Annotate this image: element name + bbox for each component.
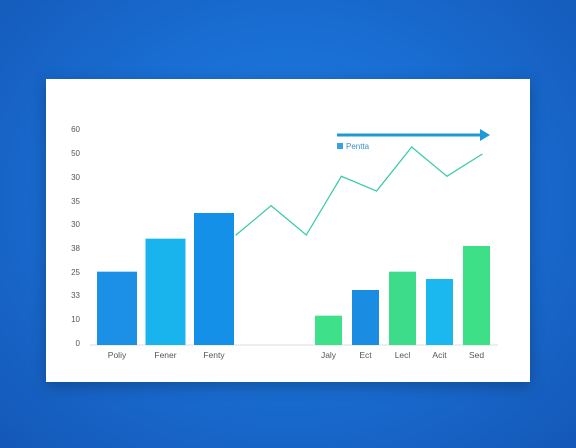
y-tick-label: 10 bbox=[71, 315, 80, 324]
y-tick-label: 30 bbox=[71, 220, 80, 229]
x-tick-label: Lecl bbox=[395, 350, 411, 360]
line-point bbox=[270, 205, 272, 207]
legend-arrow-head bbox=[480, 129, 490, 141]
x-tick-label: Fener bbox=[154, 350, 176, 360]
bars-layer bbox=[97, 213, 490, 345]
x-tick-label: Fenty bbox=[203, 350, 225, 360]
chart-card: 60 50 30 35 30 38 25 33 10 0 Pentta Poli… bbox=[46, 79, 530, 382]
bar-fener bbox=[145, 238, 186, 345]
legend-label: Pentta bbox=[346, 142, 370, 151]
line-point bbox=[481, 153, 483, 155]
x-tick-label: Poliy bbox=[108, 350, 127, 360]
bar-sed bbox=[463, 246, 490, 345]
line-point bbox=[446, 175, 448, 177]
y-tick-label: 38 bbox=[71, 244, 80, 253]
y-tick-label: 30 bbox=[71, 173, 80, 182]
category-labels: Poliy Fener Fenty Jaly Ect Lecl Acit Sed bbox=[108, 350, 485, 360]
bar-ect bbox=[352, 290, 379, 345]
line-point bbox=[375, 190, 378, 192]
bar-lecl bbox=[389, 271, 416, 345]
line-layer bbox=[235, 146, 483, 236]
x-tick-label: Ect bbox=[359, 350, 372, 360]
y-tick-label: 35 bbox=[71, 197, 80, 206]
y-tick-label: 25 bbox=[71, 268, 80, 277]
bar-acit bbox=[426, 279, 453, 345]
chart-svg: 60 50 30 35 30 38 25 33 10 0 Pentta Poli… bbox=[71, 125, 498, 360]
y-tick-label: 50 bbox=[71, 149, 80, 158]
legend: Pentta bbox=[337, 129, 490, 151]
x-tick-label: Sed bbox=[469, 350, 484, 360]
legend-swatch bbox=[337, 143, 343, 149]
x-tick-label: Jaly bbox=[321, 350, 337, 360]
bar-fenty bbox=[194, 213, 234, 345]
y-tick-label: 60 bbox=[71, 125, 80, 134]
line-point bbox=[305, 234, 307, 236]
line-point bbox=[411, 146, 413, 148]
y-tick-label: 33 bbox=[71, 291, 80, 300]
bar-jaly bbox=[315, 315, 342, 345]
x-tick-label: Acit bbox=[432, 350, 447, 360]
bar-poliy bbox=[97, 271, 137, 345]
line-point bbox=[340, 175, 343, 177]
y-tick-label: 0 bbox=[76, 339, 81, 348]
y-axis: 60 50 30 35 30 38 25 33 10 0 bbox=[71, 125, 80, 348]
line-point bbox=[235, 234, 237, 236]
line-series bbox=[235, 146, 483, 236]
